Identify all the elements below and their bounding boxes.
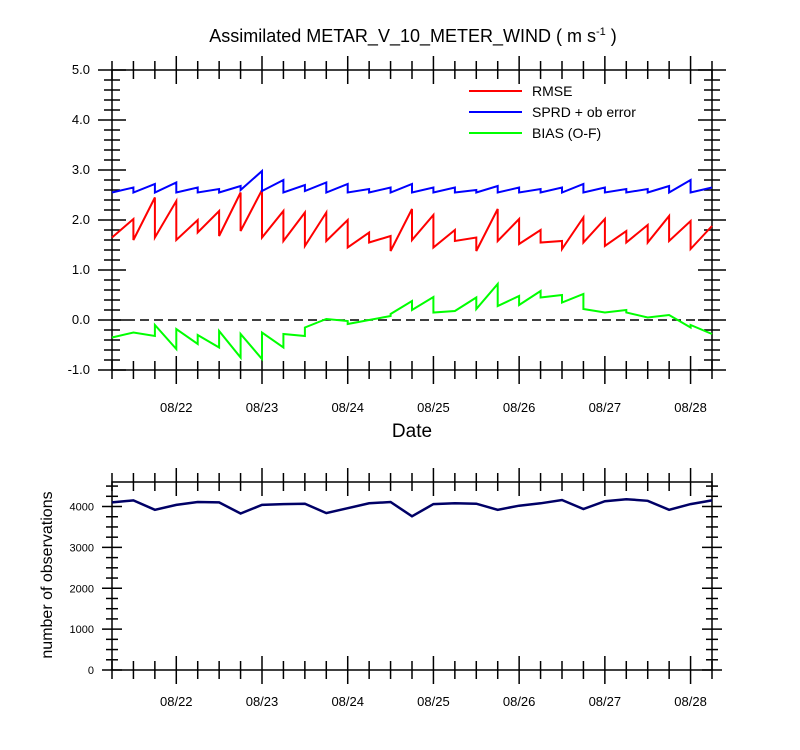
series-line-sprd-ob-error: [111, 168, 713, 195]
bottom-x-tick-label: 08/24: [331, 694, 364, 709]
bottom-y-axis-title: number of observations: [39, 491, 56, 658]
top-x-axis-title: Date: [392, 421, 432, 442]
top-x-tick-label: 08/25: [417, 400, 450, 415]
series-line-number-of-observations: [111, 497, 713, 518]
series-line-bias-o-f: [111, 281, 713, 362]
top-y-tick-label: 1.0: [72, 262, 90, 277]
top-y-tick-label: 4.0: [72, 112, 90, 127]
legend-label-rmse: RMSE: [532, 83, 572, 99]
bottom-x-tick-label: 08/23: [246, 694, 279, 709]
top-y-tick-label: 0.0: [72, 312, 90, 327]
bottom-y-tick-label: 0: [88, 665, 94, 677]
top-y-tick-label: -1.0: [68, 362, 90, 377]
bottom-x-tick-label: 08/28: [674, 694, 707, 709]
bottom-x-tick-label: 08/26: [503, 694, 536, 709]
top-x-tick-label: 08/26: [503, 400, 536, 415]
bottom-y-tick-label: 2000: [70, 583, 94, 595]
bottom-x-tick-label: 08/22: [160, 694, 193, 709]
legend-label-bias-o-f: BIAS (O-F): [532, 125, 601, 141]
bottom-y-tick-label: 1000: [70, 624, 94, 636]
top-x-tick-label: 08/22: [160, 400, 193, 415]
top-panel: 08/22 08/23 08/24 08/25 08/26 08/27 08/28 -1.0 0…: [68, 56, 726, 415]
chart-title-close: ): [606, 26, 617, 46]
top-x-tick-label: 08/24: [331, 400, 364, 415]
chart-title-unit-exponent: -1: [596, 26, 606, 38]
legend-label-sprd-ob-error: SPRD + ob error: [532, 104, 636, 120]
bottom-panel: 08/22 08/23 08/24 08/25 08/26 08/27 08/28 0 1000…: [70, 468, 722, 709]
bottom-x-tick-label: 08/27: [589, 694, 622, 709]
bottom-plot-frame: [111, 481, 713, 671]
top-y-tick-label: 2.0: [72, 212, 90, 227]
bottom-y-tick-label: 3000: [70, 542, 94, 554]
top-y-tick-label: 5.0: [72, 62, 90, 77]
chart-title: Assimilated METAR_V_10_METER_WIND ( m s-…: [209, 26, 617, 47]
bottom-y-tick-label: 4000: [70, 502, 94, 514]
legend: RMSE SPRD + ob error BIAS (O-F): [469, 83, 636, 141]
top-x-tick-label: 08/27: [589, 400, 622, 415]
series-line-rmse: [111, 189, 713, 253]
top-x-tick-label: 08/28: [674, 400, 707, 415]
top-x-tick-label: 08/23: [246, 400, 279, 415]
chart-title-text: Assimilated METAR_V_10_METER_WIND ( m s: [209, 26, 596, 47]
top-y-tick-label: 3.0: [72, 162, 90, 177]
bottom-x-tick-label: 08/25: [417, 694, 450, 709]
